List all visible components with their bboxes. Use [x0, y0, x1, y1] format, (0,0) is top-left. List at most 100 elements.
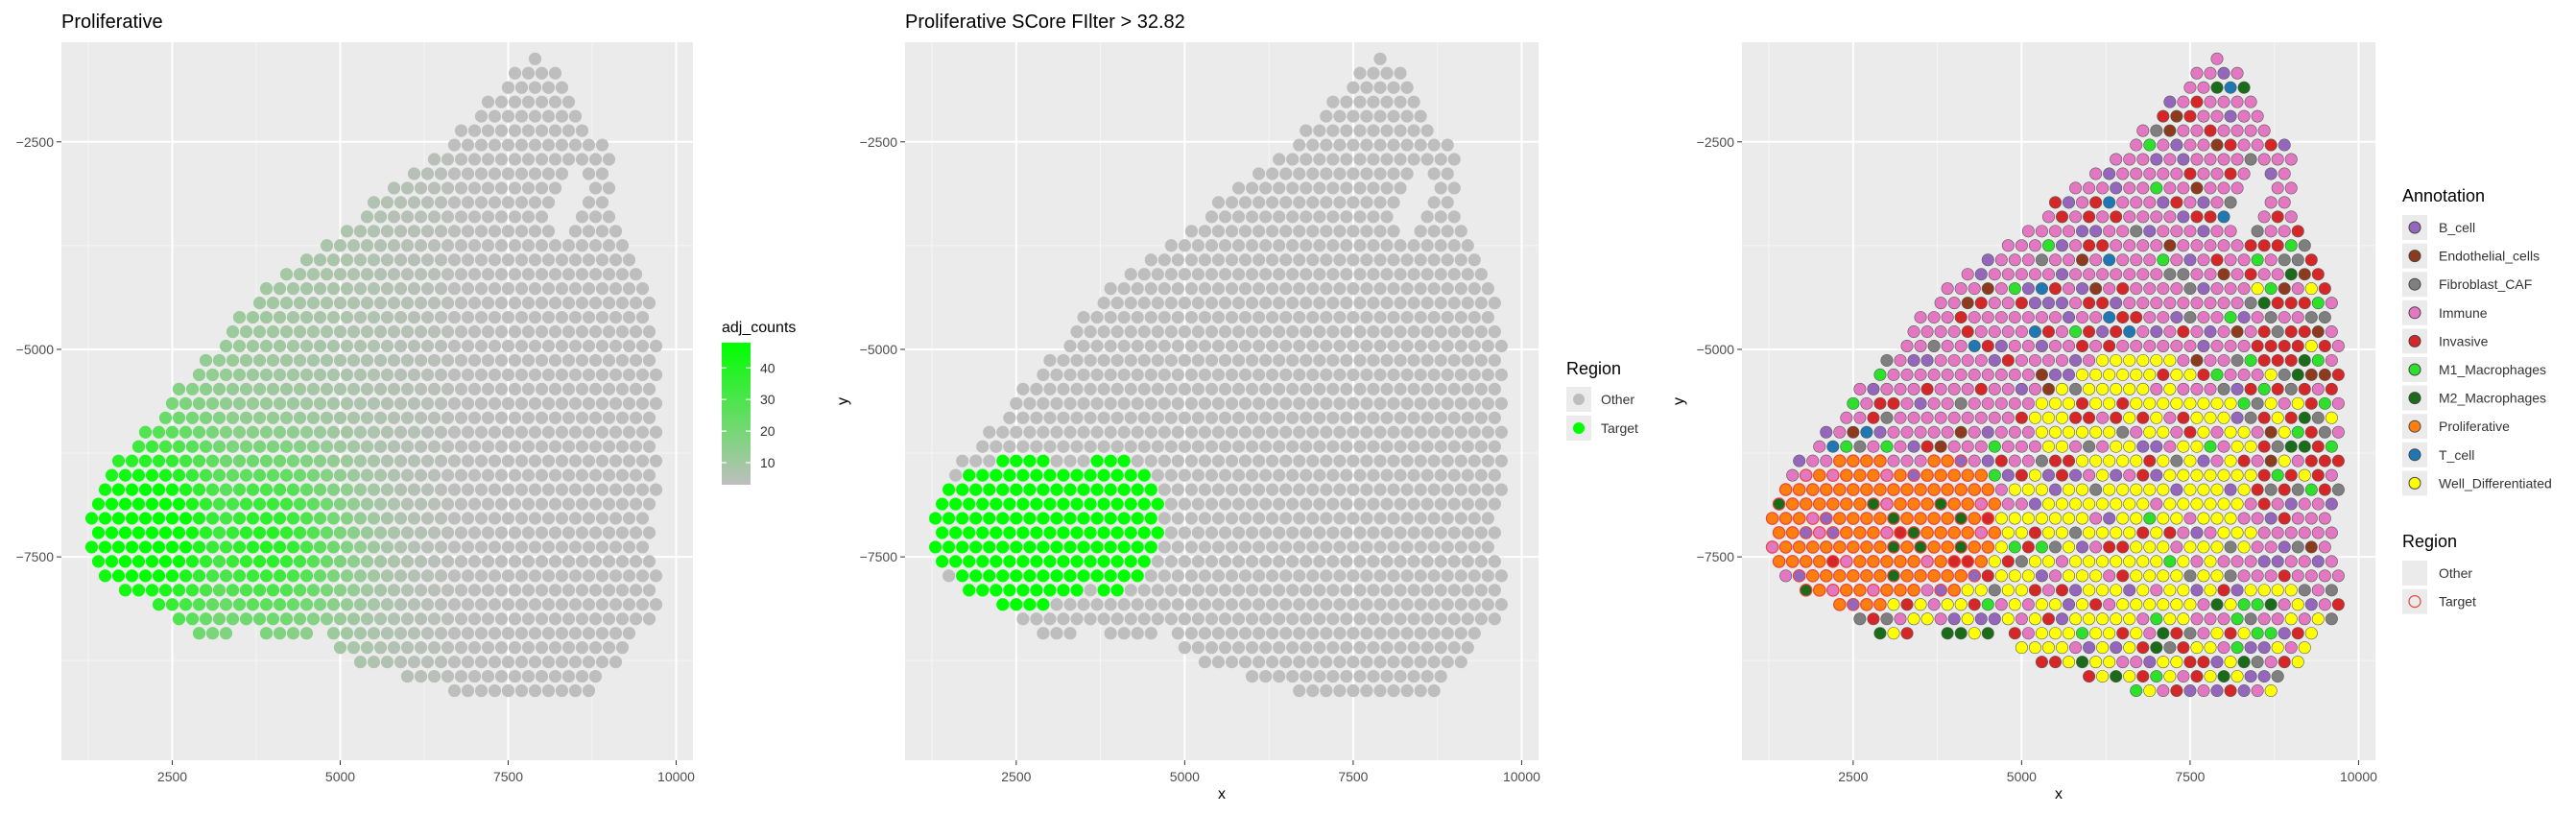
spot — [515, 627, 528, 639]
spot-other — [1098, 325, 1110, 338]
spot — [502, 540, 514, 553]
spot-proliferative — [1848, 455, 1859, 467]
spot — [623, 311, 635, 323]
spot-fibroblast_caf — [2225, 541, 2236, 553]
spot-well_differentiated — [2225, 397, 2236, 409]
spot — [421, 167, 434, 180]
spot-other — [1239, 569, 1252, 582]
spot-other — [1394, 526, 1406, 539]
spot — [186, 555, 199, 567]
spot-other — [1070, 325, 1083, 338]
spot-proliferative — [1841, 469, 1852, 481]
spot-well_differentiated — [2158, 397, 2169, 409]
spot-m2_macrophages — [1942, 627, 1953, 638]
spot — [448, 455, 461, 467]
spot — [623, 483, 635, 495]
spot-invasive — [2278, 484, 2290, 495]
spot-invasive — [2292, 226, 2303, 237]
spot-other — [1138, 268, 1151, 280]
spot-immune — [2231, 125, 2243, 136]
spot — [421, 569, 434, 582]
spot-other — [1077, 311, 1089, 323]
spot — [495, 497, 508, 510]
spot — [280, 297, 293, 309]
spot — [253, 469, 266, 482]
legend-key-endothelial_cells — [2409, 251, 2421, 262]
spot-well_differentiated — [2144, 397, 2156, 409]
spot-immune — [1955, 282, 1967, 294]
spot-other — [1246, 181, 1258, 194]
spot-invasive — [2184, 110, 2196, 122]
spot — [536, 325, 548, 338]
spot-other — [1286, 297, 1299, 309]
spot-proliferative — [1935, 469, 1946, 481]
spot-target — [1091, 483, 1104, 495]
spot — [468, 124, 481, 136]
spot — [112, 455, 125, 467]
spot-well_differentiated — [1888, 627, 1899, 638]
spot — [650, 340, 662, 352]
spot-m1_macrophages — [2231, 641, 2243, 653]
spot-immune — [2191, 383, 2203, 395]
spot — [515, 196, 528, 208]
spot-invasive — [1888, 397, 1899, 409]
spot-other — [1226, 340, 1238, 352]
spot — [468, 584, 481, 596]
spot — [294, 297, 306, 309]
spot-other — [1219, 383, 1231, 395]
spot — [583, 627, 595, 639]
spot-other — [1252, 512, 1265, 524]
spot-well_differentiated — [2015, 585, 2027, 596]
spot-well_differentiated — [2137, 556, 2149, 567]
spot-other — [1373, 225, 1386, 237]
spot-other — [1353, 210, 1366, 223]
spot-target — [1125, 526, 1137, 539]
spot-proliferative — [1895, 469, 1906, 481]
spot — [515, 253, 528, 266]
spot-fibroblast_caf — [2272, 325, 2283, 337]
spot-t_cell — [2036, 282, 2047, 294]
spot — [186, 497, 199, 510]
spot-other — [1259, 297, 1272, 309]
spot — [260, 627, 273, 639]
spot — [475, 397, 488, 410]
spot-other — [1400, 483, 1413, 495]
spot-other — [1340, 584, 1352, 596]
spot — [368, 253, 380, 266]
spot-b_cell — [2265, 168, 2277, 180]
spot — [166, 598, 179, 610]
legend-label: Immune — [2439, 305, 2488, 321]
spot-t_cell — [1827, 441, 1839, 452]
spot-immune — [2178, 125, 2189, 136]
spot-target — [1030, 526, 1042, 539]
spot-well_differentiated — [2029, 556, 2040, 567]
spot — [529, 540, 541, 553]
spot-other — [1138, 584, 1151, 596]
spot-other — [1428, 311, 1441, 323]
spot — [636, 369, 649, 381]
spot-other — [1373, 684, 1386, 697]
spot-immune — [2042, 354, 2054, 366]
spot — [515, 455, 528, 467]
spot — [347, 641, 360, 654]
spot-immune — [2144, 627, 2156, 638]
spot — [186, 383, 199, 395]
spot-target — [1057, 526, 1069, 539]
spot-well_differentiated — [2096, 354, 2108, 366]
spot — [374, 497, 387, 510]
spot — [227, 469, 239, 482]
spot-invasive — [2089, 197, 2101, 208]
spot-m1_macrophages — [1874, 369, 1886, 380]
spot-other — [1360, 598, 1372, 610]
spot-other — [1360, 369, 1372, 381]
spot-other — [1421, 612, 1434, 625]
spot-b_cell — [2151, 441, 2162, 452]
spot-other — [1495, 569, 1508, 582]
spot — [515, 512, 528, 524]
spot — [274, 512, 286, 524]
spot — [596, 253, 608, 266]
spot — [227, 612, 239, 625]
spot-b_cell — [1989, 354, 2000, 366]
spot — [354, 426, 367, 439]
spot-immune — [2158, 226, 2169, 237]
